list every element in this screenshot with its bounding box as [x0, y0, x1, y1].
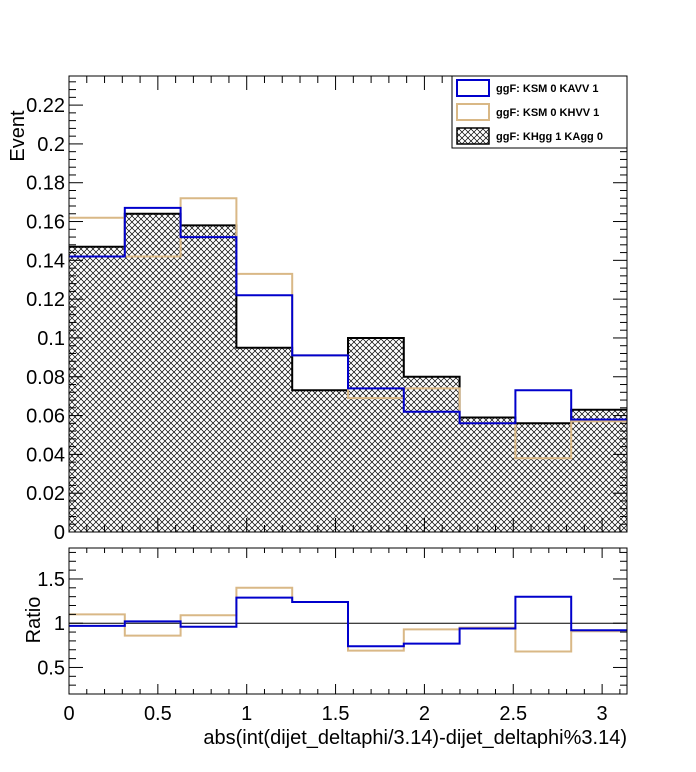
- plot-frame: [68, 547, 628, 695]
- y-tick-label: 0.18: [26, 173, 65, 195]
- plot-frame: [68, 75, 628, 533]
- y-tick-label: 0: [54, 522, 65, 544]
- series-line-1: [69, 595, 627, 648]
- x-axis-title: abs(int(dijet_deltaphi/3.14)-dijet_delta…: [203, 727, 627, 749]
- y-tick-label: 0.04: [26, 444, 65, 466]
- top-panel: 0 0.02 0.04 0.06 0.08 0.1 0.12 0.14 0.16 0.18 0.2 0…: [26, 75, 628, 544]
- legend-swatch-0: [456, 79, 490, 97]
- y-tick-label: 0.22: [26, 95, 65, 117]
- y-tick-label: 0.5: [37, 657, 65, 679]
- x-tick-label: 0.5: [144, 703, 172, 725]
- x-tick-label: 1: [241, 703, 252, 725]
- y-tick-label: 0.08: [26, 367, 65, 389]
- y-tick-label: 0.1: [37, 328, 65, 350]
- legend-label-2: ggF: KHgg 1 KAgg 0: [496, 131, 603, 143]
- legend-label-0: ggF: KSM 0 KAVV 1: [496, 83, 598, 95]
- x-tick-label: 2.5: [499, 703, 527, 725]
- legend-label-1: ggF: KSM 0 KHVV 1: [496, 107, 599, 119]
- y-tick-label: 1.5: [37, 569, 65, 591]
- legend-swatch-1: [456, 103, 490, 121]
- x-tick-label: 2: [419, 703, 430, 725]
- x-tick-label: 3: [597, 703, 608, 725]
- bottom-panel: 0.5 1 1.5 0 0.5 1 1.5 2 2.5 3: [37, 547, 628, 725]
- y-tick-label: 1: [54, 613, 65, 635]
- y-tick-label: 0.2: [37, 134, 65, 156]
- y-tick-label: 0.14: [26, 250, 65, 272]
- y-tick-label: 0.12: [26, 289, 65, 311]
- series-line-2: [69, 206, 627, 425]
- x-tick-label: 0: [63, 703, 74, 725]
- y-axis-title-bottom: Ratio: [23, 597, 45, 644]
- y-tick-label: 0.02: [26, 483, 65, 505]
- y-tick-label: 0.06: [26, 406, 65, 428]
- legend: ggF: KSM 0 KAVV 1 ggF: KSM 0 KHVV 1 ggF: K…: [451, 75, 628, 149]
- legend-swatch-2: [456, 127, 490, 145]
- x-tick-label: 1.5: [322, 703, 350, 725]
- y-axis-title-top: Event: [7, 110, 29, 162]
- y-tick-label: 0.16: [26, 212, 65, 234]
